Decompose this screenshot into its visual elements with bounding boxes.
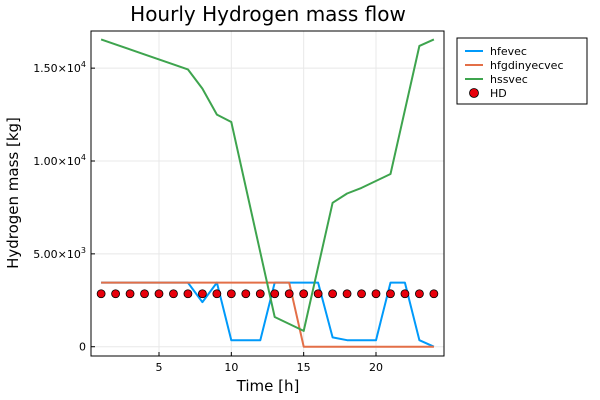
legend-label-hssvec: hssvec bbox=[490, 73, 528, 86]
data-point-hd bbox=[241, 289, 251, 299]
legend-swatch-hd bbox=[469, 88, 479, 98]
data-point-hd bbox=[328, 289, 338, 299]
chart-title: Hourly Hydrogen mass flow bbox=[130, 2, 406, 26]
data-point-hd bbox=[169, 289, 178, 299]
x-tick-label: 5 bbox=[155, 361, 162, 374]
data-point-hd bbox=[111, 289, 120, 299]
data-point-hd bbox=[429, 289, 439, 299]
data-point-hd bbox=[212, 289, 222, 299]
series-line-hfevec bbox=[101, 281, 435, 348]
data-point-hd bbox=[284, 289, 294, 299]
data-point-hd bbox=[299, 289, 309, 299]
data-point-hd bbox=[183, 289, 193, 299]
y-tick-label: 1.50×104 bbox=[33, 60, 86, 75]
data-point-hd bbox=[255, 289, 265, 299]
x-axis-label: Time [h] bbox=[236, 377, 300, 395]
data-point-hd bbox=[371, 289, 381, 299]
data-point-hd bbox=[386, 289, 395, 299]
data-point-hd bbox=[140, 289, 149, 299]
data-point-hd bbox=[154, 289, 164, 299]
legend-label-hfgdinyecvec: hfgdinyecvec bbox=[490, 59, 564, 72]
data-point-hd bbox=[197, 289, 207, 299]
grid bbox=[91, 31, 444, 356]
plot-series bbox=[96, 38, 439, 348]
data-point-hd bbox=[313, 289, 323, 299]
x-tick-label: 15 bbox=[297, 361, 311, 374]
y-tick-label: 0 bbox=[79, 341, 86, 354]
y-axis-label: Hydrogen mass [kg] bbox=[4, 117, 22, 269]
legend-label-hd: HD bbox=[490, 87, 507, 100]
data-point-hd bbox=[400, 289, 410, 299]
data-point-hd bbox=[96, 289, 106, 299]
x-tick-label: 20 bbox=[369, 361, 383, 374]
plot-frame bbox=[90, 30, 445, 357]
data-point-hd bbox=[226, 289, 236, 299]
data-point-hd bbox=[342, 289, 352, 299]
tick-labels: 5 10 15 20 0 5.00×103 1.00×104 1.50×104 bbox=[33, 60, 383, 374]
data-point-hd bbox=[270, 289, 280, 299]
data-point-hd bbox=[357, 289, 366, 299]
series-line-hssvec bbox=[100, 38, 435, 332]
data-point-hd bbox=[125, 289, 135, 299]
x-tick-label: 10 bbox=[224, 361, 238, 374]
y-tick-label: 1.00×104 bbox=[33, 153, 86, 168]
y-tick-label: 5.00×103 bbox=[33, 246, 86, 261]
legend-label-hfevec: hfevec bbox=[490, 45, 527, 58]
data-point-hd bbox=[415, 289, 424, 299]
